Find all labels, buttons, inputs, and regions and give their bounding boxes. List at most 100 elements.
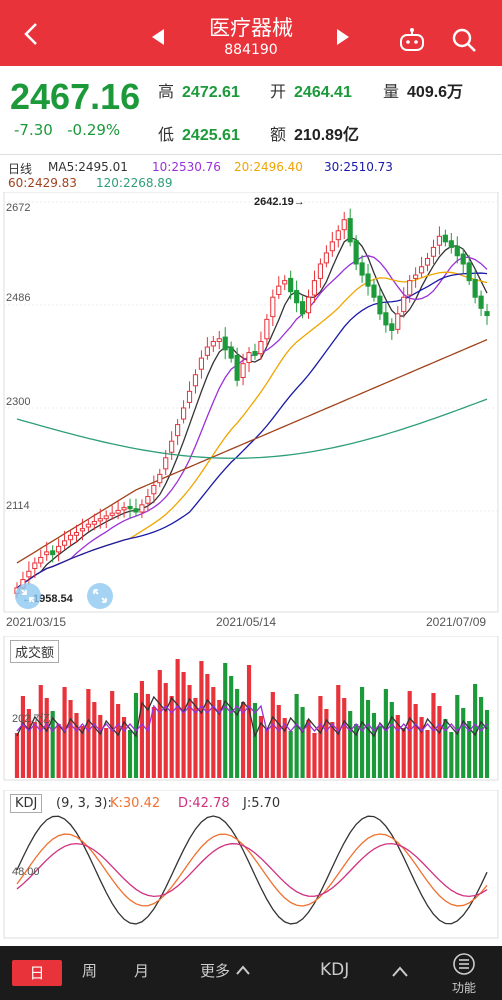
candle-body: [222, 336, 228, 351]
volume-field: 量 409.6万: [383, 78, 463, 102]
candle-body: [282, 280, 288, 285]
ma10-line: [16, 255, 488, 589]
volume-bar: [187, 685, 192, 778]
current-price: 2467.16: [10, 76, 141, 117]
kdj-d-line: [16, 842, 488, 898]
candle-body: [430, 246, 437, 257]
candle-body: [103, 515, 109, 520]
next-stock-icon[interactable]: [335, 28, 351, 46]
high-field: 高 2472.61: [158, 78, 240, 102]
volume-bar: [74, 713, 79, 778]
expand-icon[interactable]: [86, 582, 114, 610]
candle-body: [407, 280, 413, 296]
volume-ma1-line: [16, 695, 488, 739]
candle-body: [365, 273, 371, 287]
candlestick-chart[interactable]: [0, 192, 502, 614]
candle-body: [127, 506, 133, 510]
kdj-k-line: [16, 833, 488, 907]
volume-bar: [407, 691, 412, 778]
volume-bar: [116, 704, 121, 778]
candle-body: [121, 507, 127, 511]
y-tick-3: 2300: [6, 396, 31, 408]
y-tick-2: 2486: [6, 292, 31, 304]
indicator-selector[interactable]: KDJ: [320, 960, 350, 980]
volume-bar: [151, 707, 156, 778]
amount-field: 额 210.89亿: [270, 121, 359, 145]
menu-circle-icon: [453, 953, 475, 975]
volume-bar: [80, 726, 85, 778]
volume-bar: [235, 689, 240, 778]
volume-bar: [413, 704, 418, 778]
volume-bar: [294, 694, 299, 778]
tab-week[interactable]: 周: [82, 962, 98, 980]
indicator-chevron-up-icon[interactable]: [390, 964, 410, 978]
volume-bar: [181, 672, 186, 778]
divider: [0, 154, 502, 155]
volume-bar: [98, 715, 103, 778]
volume-bar: [365, 700, 371, 778]
ma20-legend: 20:2496.40: [234, 160, 303, 174]
candle-body: [454, 245, 460, 257]
volume-bar: [56, 724, 61, 778]
period-label[interactable]: 日线: [8, 162, 33, 176]
tab-month[interactable]: 月: [134, 962, 150, 980]
back-icon[interactable]: [18, 20, 46, 48]
volume-bar: [288, 731, 293, 778]
volume-bar: [193, 698, 198, 778]
quote-panel: 2467.16 -7.30 -0.29% 高 2472.61 开 2464.41 量…: [0, 66, 502, 154]
candle-body: [299, 301, 306, 315]
candle-body: [389, 323, 395, 331]
robot-assistant-icon[interactable]: [398, 28, 426, 52]
volume-bar: [270, 692, 275, 778]
candle-body: [246, 352, 252, 364]
candle-body: [198, 357, 205, 370]
tab-more[interactable]: 更多: [200, 960, 251, 981]
candle-body: [163, 457, 169, 470]
candle-body: [377, 295, 383, 315]
candle-body: [32, 562, 38, 570]
candle-body: [56, 545, 62, 553]
amount-label: 额: [270, 125, 287, 144]
volume-bar: [437, 706, 442, 778]
kdj-chart[interactable]: [0, 790, 502, 940]
candle-body: [26, 570, 32, 578]
volume-bar: [163, 683, 168, 778]
candle-body: [97, 518, 103, 522]
candle-body: [91, 520, 97, 525]
volume-bar: [26, 709, 31, 778]
volume-bar: [354, 724, 359, 778]
candle-body: [484, 311, 490, 316]
candle-body: [460, 253, 466, 265]
candle-body: [38, 556, 44, 564]
volume-panel-label[interactable]: 成交额: [10, 640, 60, 663]
volume-bar: [461, 708, 466, 778]
kdj-panel-label[interactable]: KDJ: [10, 794, 43, 813]
volume-bar: [175, 659, 180, 778]
x-tick-mid: 2021/05/14: [216, 615, 277, 629]
y-tick-1: 2672: [6, 202, 31, 214]
function-button[interactable]: 功能: [446, 952, 482, 996]
ma120-line: [16, 398, 488, 459]
volume-bar: [86, 689, 91, 778]
candle-body: [353, 240, 359, 265]
kdj-d-value: D:42.78: [178, 796, 230, 811]
volume-bar: [455, 695, 460, 778]
volume-bar: [211, 687, 216, 778]
search-icon[interactable]: [450, 26, 478, 54]
tab-day[interactable]: 日: [12, 960, 62, 986]
candle-body: [395, 313, 401, 330]
volume-bar: [371, 713, 377, 778]
candle-body: [186, 390, 193, 403]
volume-bar: [229, 676, 234, 778]
open-field: 开 2464.41: [270, 78, 352, 102]
volume-bar: [449, 732, 454, 778]
volume-bar: [312, 733, 317, 778]
ma120-legend: 120:2268.89: [96, 176, 173, 190]
x-tick-end: 2021/07/09: [426, 615, 487, 629]
volume-chart[interactable]: [0, 636, 502, 782]
candle-body: [270, 296, 276, 318]
candle-body: [115, 509, 121, 514]
candle-body: [371, 284, 377, 298]
previous-stock-icon[interactable]: [150, 28, 166, 46]
shrink-icon[interactable]: [14, 582, 42, 610]
